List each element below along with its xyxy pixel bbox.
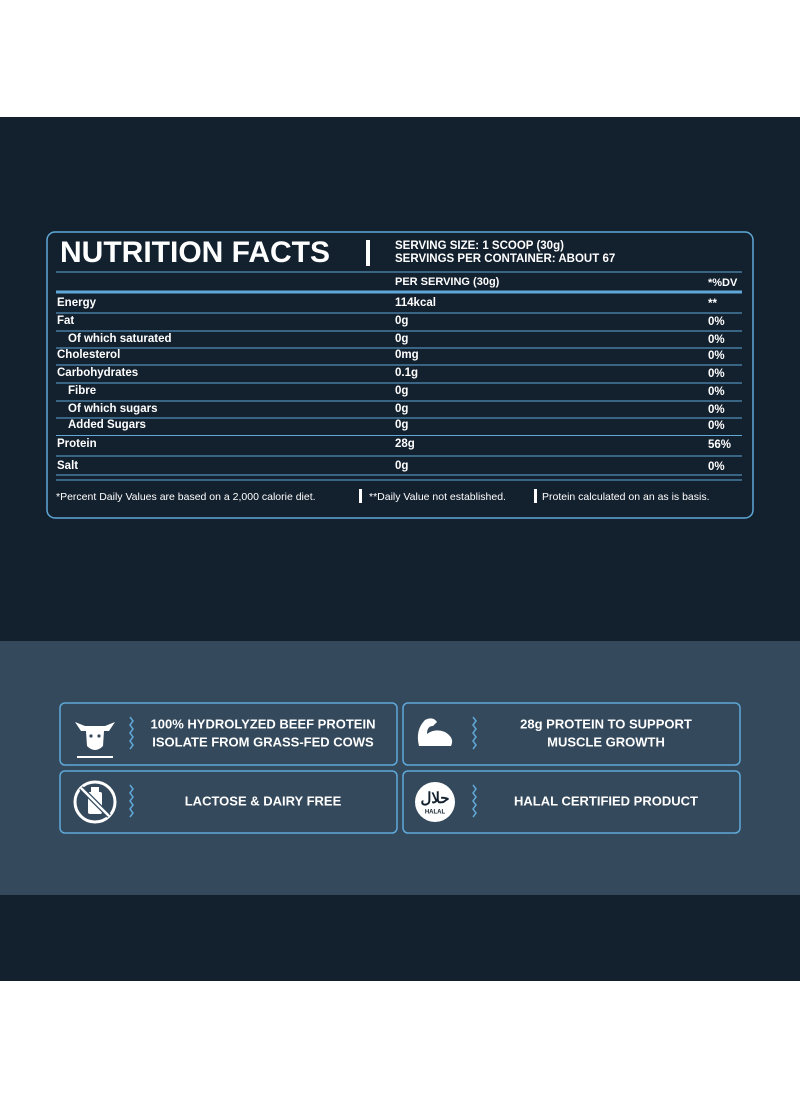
row-amount: 0g [395, 333, 408, 345]
row-dv: 0% [708, 334, 725, 346]
halal-arabic: حلال [420, 790, 449, 807]
row-label: Added Sugars [68, 419, 146, 431]
row-amount: 0g [395, 419, 408, 431]
footnote: *Percent Daily Values are based on a 2,0… [56, 491, 316, 503]
row-label: Protein [57, 438, 97, 450]
row-label: Carbohydrates [57, 367, 138, 379]
footnote: **Daily Value not established. [369, 491, 506, 503]
row-amount: 0.1g [395, 367, 418, 379]
row-amount: 0g [395, 403, 408, 415]
serving-size: SERVING SIZE: 1 SCOOP (30g) [395, 240, 564, 252]
feature-box [59, 702, 398, 766]
row-amount: 0g [395, 315, 408, 327]
footnote: Protein calculated on an as is basis. [542, 491, 710, 503]
bottom-panel [0, 895, 800, 981]
dairy-free-icon [73, 780, 117, 824]
halal-latin: HALAL [425, 810, 446, 816]
row-amount: 28g [395, 438, 415, 450]
feature-box [402, 770, 741, 834]
row-label: Of which saturated [68, 333, 172, 345]
row-dv: 0% [708, 420, 725, 432]
wave-divider [472, 716, 477, 750]
row-dv: ** [708, 298, 717, 310]
row-dv: 0% [708, 350, 725, 362]
feature-box [59, 770, 398, 834]
row-dv: 0% [708, 461, 725, 473]
wave-divider [472, 784, 477, 818]
arm-icon [417, 718, 453, 746]
row-dv: 0% [708, 386, 725, 398]
feature-box [402, 702, 741, 766]
row-amount: 114kcal [395, 297, 436, 309]
nutrition-box [46, 231, 754, 519]
feature-panel [0, 641, 800, 895]
column-header: PER SERVING (30g) [395, 276, 500, 288]
row-label: Energy [57, 297, 97, 309]
row-dv: 0% [708, 404, 725, 416]
halal-icon [415, 782, 455, 822]
top-panel [0, 117, 800, 641]
row-amount: 0g [395, 385, 408, 397]
feature-text: 28g PROTEIN TO SUPPORT [520, 716, 692, 731]
row-label: Of which sugars [68, 403, 157, 415]
row-label: Fibre [68, 385, 96, 397]
row-label: Cholesterol [57, 349, 120, 361]
row-amount: 0mg [395, 349, 419, 361]
row-dv: 0% [708, 316, 725, 328]
row-dv: 0% [708, 368, 725, 380]
row-dv: 56% [708, 439, 731, 451]
title: NUTRITION FACTS [60, 236, 330, 269]
row-label: Salt [57, 460, 78, 472]
feature-text: MUSCLE GROWTH [547, 734, 665, 749]
servings-per-container: SERVINGS PER CONTAINER: ABOUT 67 [395, 253, 615, 265]
wave-divider [129, 716, 134, 750]
row-amount: 0g [395, 460, 408, 472]
title-divider [366, 240, 370, 266]
column-header: *%DV [708, 277, 738, 289]
footnote-divider [534, 489, 537, 503]
cow-icon [75, 722, 115, 758]
feature-text: ISOLATE FROM GRASS-FED COWS [152, 734, 374, 749]
row-label: Fat [57, 315, 74, 327]
features: 100% HYDROLYZED BEEF PROTEIN ISOLATE FROM… [59, 702, 741, 834]
footnote-divider [359, 489, 362, 503]
feature-text: LACTOSE & DAIRY FREE [185, 793, 342, 808]
feature-text: HALAL CERTIFIED PRODUCT [514, 793, 698, 808]
wave-divider [129, 784, 134, 818]
feature-text: 100% HYDROLYZED BEEF PROTEIN [151, 716, 376, 731]
